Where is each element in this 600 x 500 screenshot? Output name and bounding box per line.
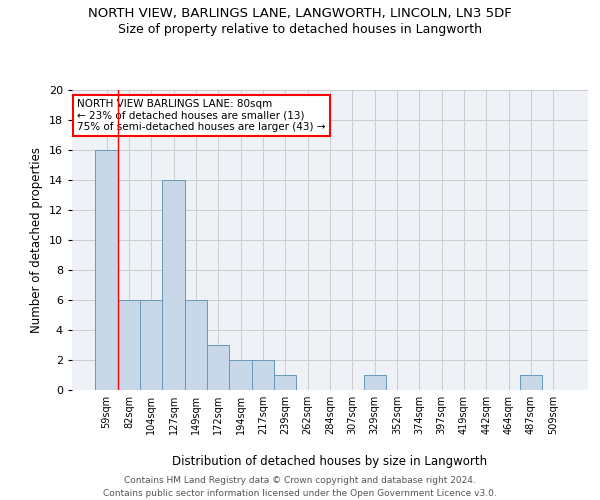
Bar — [95, 150, 118, 390]
Text: Distribution of detached houses by size in Langworth: Distribution of detached houses by size … — [172, 455, 488, 468]
Bar — [229, 360, 252, 390]
Y-axis label: Number of detached properties: Number of detached properties — [30, 147, 43, 333]
Bar — [364, 375, 386, 390]
Bar — [185, 300, 207, 390]
Bar — [207, 345, 229, 390]
Text: Size of property relative to detached houses in Langworth: Size of property relative to detached ho… — [118, 22, 482, 36]
Bar — [520, 375, 542, 390]
Text: NORTH VIEW BARLINGS LANE: 80sqm
← 23% of detached houses are smaller (13)
75% of: NORTH VIEW BARLINGS LANE: 80sqm ← 23% of… — [77, 99, 326, 132]
Text: NORTH VIEW, BARLINGS LANE, LANGWORTH, LINCOLN, LN3 5DF: NORTH VIEW, BARLINGS LANE, LANGWORTH, LI… — [88, 8, 512, 20]
Bar — [163, 180, 185, 390]
Bar — [252, 360, 274, 390]
Bar — [118, 300, 140, 390]
Bar — [274, 375, 296, 390]
Text: Contains HM Land Registry data © Crown copyright and database right 2024.
Contai: Contains HM Land Registry data © Crown c… — [103, 476, 497, 498]
Bar — [140, 300, 163, 390]
